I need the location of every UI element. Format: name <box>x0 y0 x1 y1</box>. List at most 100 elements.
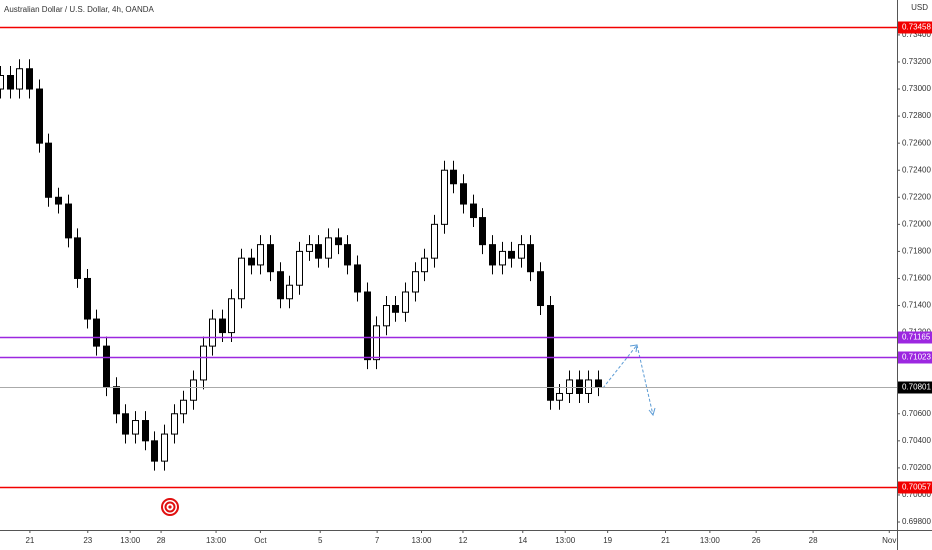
candle-body <box>344 244 351 266</box>
candle-body <box>228 298 235 334</box>
price-level-label: 0.70801 <box>902 383 931 392</box>
x-tick-label: 13:00 <box>120 536 141 545</box>
candle-body <box>335 237 342 246</box>
candle-body <box>113 386 120 415</box>
candle-body <box>45 142 52 198</box>
candle-body <box>460 183 467 205</box>
currency-label: USD <box>911 3 928 12</box>
y-tick-label: 0.69800 <box>902 517 931 526</box>
candle-body <box>576 379 583 394</box>
candle-body <box>527 244 534 273</box>
x-tick-label: Nov <box>882 536 896 545</box>
candle-body <box>267 244 274 273</box>
target-icon <box>161 498 179 516</box>
x-tick-label: 21 <box>25 536 34 545</box>
x-tick-label: 13:00 <box>411 536 432 545</box>
arrow-head <box>648 407 656 417</box>
candle-body <box>74 237 81 279</box>
y-tick-label: 0.71800 <box>902 247 931 256</box>
candle-body <box>55 196 62 205</box>
candle-body <box>421 257 428 273</box>
y-tick-label: 0.72200 <box>902 192 931 201</box>
target-center <box>168 505 172 509</box>
candle-body <box>277 271 284 300</box>
candle-body <box>200 345 207 381</box>
candle-body <box>16 68 23 90</box>
candle-body <box>248 257 255 266</box>
x-tick-label: 13:00 <box>700 536 721 545</box>
candle-body <box>441 169 448 225</box>
candle-body <box>219 318 226 334</box>
x-tick-label: 5 <box>318 536 323 545</box>
candle-body <box>585 379 592 394</box>
candle-body <box>0 75 4 90</box>
candle-body <box>508 250 515 259</box>
candle-body <box>392 305 399 313</box>
candle-body <box>470 203 477 219</box>
x-tick-label: 13:00 <box>206 536 227 545</box>
candle-body <box>151 440 158 462</box>
y-tick-label: 0.72600 <box>902 138 931 147</box>
projection-path <box>602 343 654 416</box>
candle-body <box>7 75 14 90</box>
y-tick-label: 0.71600 <box>902 274 931 283</box>
candle-body <box>132 420 139 435</box>
candle-body <box>65 203 72 239</box>
candle-body <box>103 345 110 388</box>
price-level-box <box>898 21 932 34</box>
candle-body <box>296 250 303 286</box>
candle-body <box>325 237 332 259</box>
x-tick-label: 19 <box>603 536 612 545</box>
y-tick-label: 0.73400 <box>902 30 931 39</box>
arrow-head <box>629 344 638 353</box>
x-tick-label: 28 <box>809 536 818 545</box>
candle-body <box>373 325 380 361</box>
candle-body <box>209 318 216 347</box>
x-tick-label: 26 <box>752 536 761 545</box>
x-tick-label: 7 <box>375 536 380 545</box>
candle-body <box>93 318 100 347</box>
y-tick-label: 0.71400 <box>902 301 931 310</box>
candle-body <box>36 88 43 144</box>
y-tick-label: 0.72000 <box>902 219 931 228</box>
x-tick-label: 14 <box>518 536 527 545</box>
candle-body <box>315 244 322 259</box>
price-level-label: 0.73458 <box>902 23 931 32</box>
y-tick-label: 0.70000 <box>902 490 931 499</box>
candle-body <box>286 284 293 300</box>
price-level-box <box>898 381 932 394</box>
x-tick-label: 23 <box>83 536 92 545</box>
candle-body <box>180 399 187 415</box>
candle-body <box>431 223 438 259</box>
candle-body <box>171 413 178 435</box>
price-level-box <box>898 351 932 364</box>
x-tick-label: Oct <box>254 536 267 545</box>
chart-title: Australian Dollar / U.S. Dollar, 4h, OAN… <box>4 5 154 14</box>
candle-body <box>122 413 129 435</box>
candle-body <box>412 271 419 293</box>
candle-body <box>257 244 264 266</box>
candle-body <box>306 244 313 252</box>
candle-body <box>142 420 149 442</box>
candle-body <box>26 68 33 90</box>
y-tick-label: 0.70200 <box>902 463 931 472</box>
candle-body <box>499 250 506 266</box>
candle-body <box>84 277 91 320</box>
price-level-label: 0.71165 <box>902 333 931 342</box>
candle-body <box>556 392 563 401</box>
candle-body <box>547 305 554 401</box>
candle-body <box>238 257 245 300</box>
candle-body <box>161 433 168 462</box>
price-level-label: 0.70057 <box>902 483 931 492</box>
candle-body <box>364 291 371 361</box>
candle-body <box>566 379 573 394</box>
price-level-box <box>898 481 932 494</box>
projection-arrow <box>602 343 656 417</box>
x-tick-label: 13:00 <box>555 536 576 545</box>
candle-body <box>190 379 197 401</box>
x-tick-label: 12 <box>459 536 468 545</box>
candle-body <box>537 271 544 307</box>
x-tick-label: 21 <box>661 536 670 545</box>
x-tick-label: 28 <box>157 536 166 545</box>
